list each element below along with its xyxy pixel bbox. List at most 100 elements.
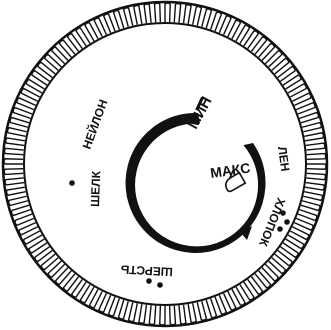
- rim-rib: [143, 3, 152, 24]
- rim-rib: [268, 257, 287, 275]
- rim-rib: [168, 305, 177, 326]
- rim-rib: [153, 2, 162, 23]
- rim-rib: [79, 284, 95, 304]
- rim-rib: [5, 137, 26, 147]
- min-tick: [195, 96, 204, 111]
- rim-rib: [299, 111, 320, 124]
- rim-rib: [88, 288, 103, 309]
- rim-rib: [274, 249, 293, 267]
- rim-rib: [227, 19, 242, 40]
- rim-rib: [304, 181, 325, 191]
- rim-rib: [164, 2, 171, 23]
- rim-rib: [40, 253, 59, 271]
- rim-rib: [214, 294, 228, 315]
- rim-rib: [84, 22, 99, 42]
- rim-rib: [58, 39, 76, 58]
- rim-rib: [47, 260, 66, 278]
- rim-rib: [301, 121, 322, 133]
- rim-rib: [201, 8, 213, 29]
- rim-rib: [20, 87, 41, 102]
- rim-rib: [247, 276, 264, 295]
- rim-rib: [282, 74, 302, 90]
- rim-rib: [71, 279, 87, 298]
- rim-rib: [31, 70, 50, 86]
- rim-rib: [23, 230, 43, 245]
- rim-rib: [192, 5, 203, 26]
- rim-rib: [305, 142, 326, 151]
- rim-rib: [304, 132, 325, 142]
- rim-rib: [5, 186, 26, 196]
- rim-rib: [235, 24, 251, 44]
- rim-rib: [187, 303, 197, 324]
- rim-rib: [117, 299, 129, 320]
- rim-rib: [239, 281, 255, 301]
- rim-rib: [6, 126, 27, 137]
- rim-rib: [122, 7, 134, 28]
- rim-rib: [294, 217, 314, 231]
- rim-rib: [3, 158, 24, 165]
- label-silk: ШЕЛК: [88, 170, 103, 207]
- rim-rib: [303, 191, 324, 202]
- rim-rib: [196, 300, 208, 321]
- rim-rib: [218, 15, 232, 35]
- rim-rib: [222, 291, 237, 311]
- rim-rib: [306, 152, 327, 161]
- rim-rib: [280, 242, 299, 258]
- rim-rib: [231, 286, 246, 306]
- rim-rib: [173, 2, 182, 23]
- rim-rib: [62, 273, 80, 292]
- rim-rib: [54, 267, 72, 286]
- rim-rib: [243, 30, 259, 49]
- rim-rib: [34, 246, 53, 263]
- rim-rib: [205, 298, 218, 319]
- rim-rib: [16, 97, 36, 111]
- rim-rib: [264, 50, 283, 68]
- rim-rib: [138, 303, 148, 324]
- rim-rib: [12, 106, 33, 120]
- rim-rib: [10, 204, 31, 217]
- rim-rib: [3, 147, 24, 156]
- rim-rib: [295, 101, 316, 115]
- silk-dots: [69, 180, 75, 186]
- rim-rib: [254, 270, 272, 289]
- rim-rib: [250, 36, 268, 55]
- rim-rib: [37, 61, 56, 79]
- rim-rib: [107, 296, 121, 317]
- wool-dots: [146, 278, 163, 288]
- rim-rib: [159, 305, 166, 326]
- rim-rib: [133, 4, 143, 25]
- rim-rib: [28, 238, 48, 254]
- rim-rib: [277, 65, 296, 82]
- rim-rib: [289, 226, 310, 241]
- dial-pointer: [240, 226, 252, 240]
- rim-rib: [292, 92, 312, 107]
- rim-rib: [297, 208, 318, 222]
- rim-rib: [112, 9, 125, 30]
- rim-rib: [43, 53, 62, 71]
- rim-rib: [18, 221, 38, 236]
- rim-rib: [8, 195, 29, 207]
- rim-rib: [182, 4, 192, 25]
- rim-rib: [25, 78, 45, 94]
- rim-rib: [98, 293, 112, 313]
- rim-rib: [4, 177, 25, 186]
- rim-rib: [178, 304, 187, 325]
- rim-rib: [148, 305, 157, 326]
- label-wool: ШЕРСТЬ: [120, 262, 173, 279]
- rim-rib: [300, 200, 321, 212]
- rim-rib: [14, 213, 35, 227]
- rim-rib: [306, 163, 327, 170]
- rim-rib: [306, 172, 327, 181]
- rim-rib: [102, 13, 116, 34]
- rim-rib: [93, 17, 108, 37]
- rim-rib: [261, 263, 279, 282]
- rim-rib: [75, 27, 91, 47]
- rim-rib: [258, 42, 276, 61]
- rim-rib: [287, 83, 307, 98]
- rim-rib: [271, 57, 290, 75]
- rim-rib: [209, 11, 223, 32]
- rim-rib: [51, 46, 69, 65]
- cotton-dots: [277, 210, 290, 232]
- rim-rib: [285, 234, 305, 250]
